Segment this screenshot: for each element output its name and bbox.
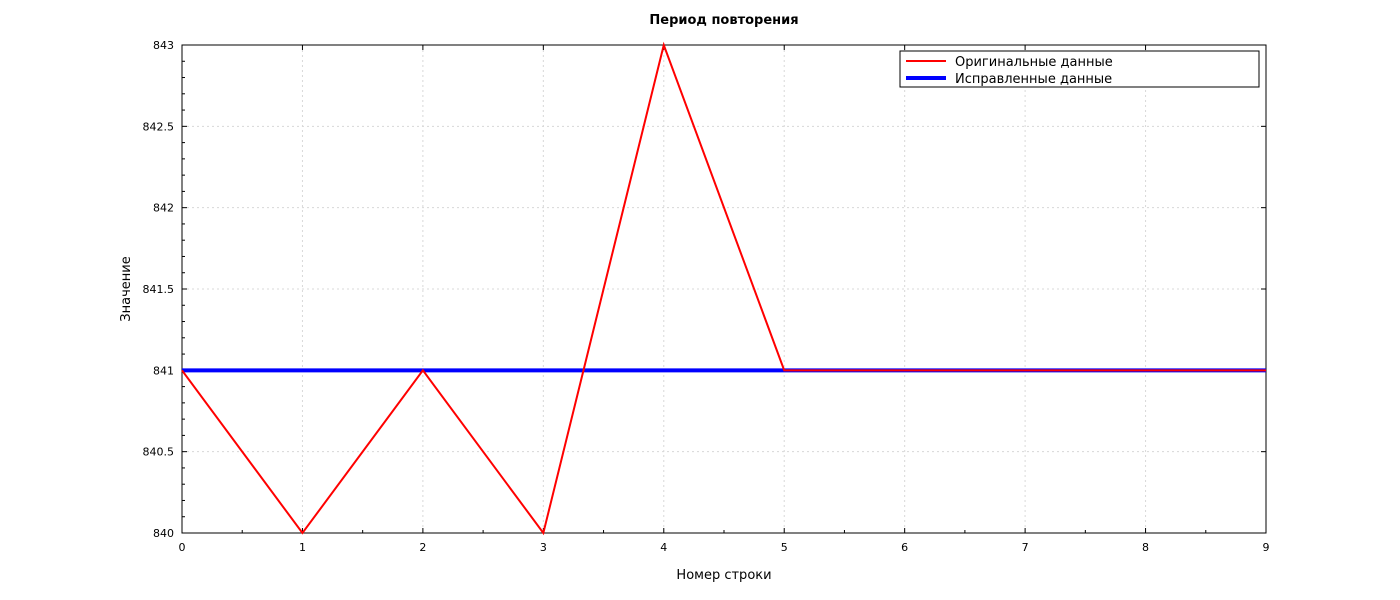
- axis-ticks: 0 1 2 3 4 5 6 7 8 9 840 840.5 841 841.5 842 842.5 843: [143, 39, 1270, 554]
- x-tick-label: 0: [179, 541, 186, 554]
- x-axis-title: Номер строки: [676, 568, 771, 583]
- x-tick-label: 9: [1263, 541, 1270, 554]
- y-tick-label: 842.5: [143, 120, 175, 133]
- y-tick-label: 841.5: [143, 283, 175, 296]
- y-axis-title: Значение: [119, 256, 134, 321]
- legend-label-corrected: Исправленные данные: [955, 72, 1112, 87]
- x-tick-label: 1: [299, 541, 306, 554]
- y-tick-label: 840.5: [143, 446, 175, 459]
- y-tick-label: 842: [153, 202, 174, 215]
- x-tick-label: 7: [1022, 541, 1029, 554]
- x-tick-label: 8: [1142, 541, 1149, 554]
- y-tick-label: 840: [153, 527, 174, 540]
- y-tick-label: 843: [153, 39, 174, 52]
- legend: Оригинальные данные Исправленные данные: [900, 51, 1259, 87]
- chart-title: Период повторения: [649, 13, 798, 28]
- x-tick-label: 2: [419, 541, 426, 554]
- y-tick-label: 841: [153, 364, 174, 377]
- x-tick-label: 4: [660, 541, 667, 554]
- x-tick-label: 6: [901, 541, 908, 554]
- x-tick-label: 3: [540, 541, 547, 554]
- x-tick-label: 5: [781, 541, 788, 554]
- grid: [182, 45, 1266, 533]
- legend-label-original: Оригинальные данные: [955, 55, 1113, 70]
